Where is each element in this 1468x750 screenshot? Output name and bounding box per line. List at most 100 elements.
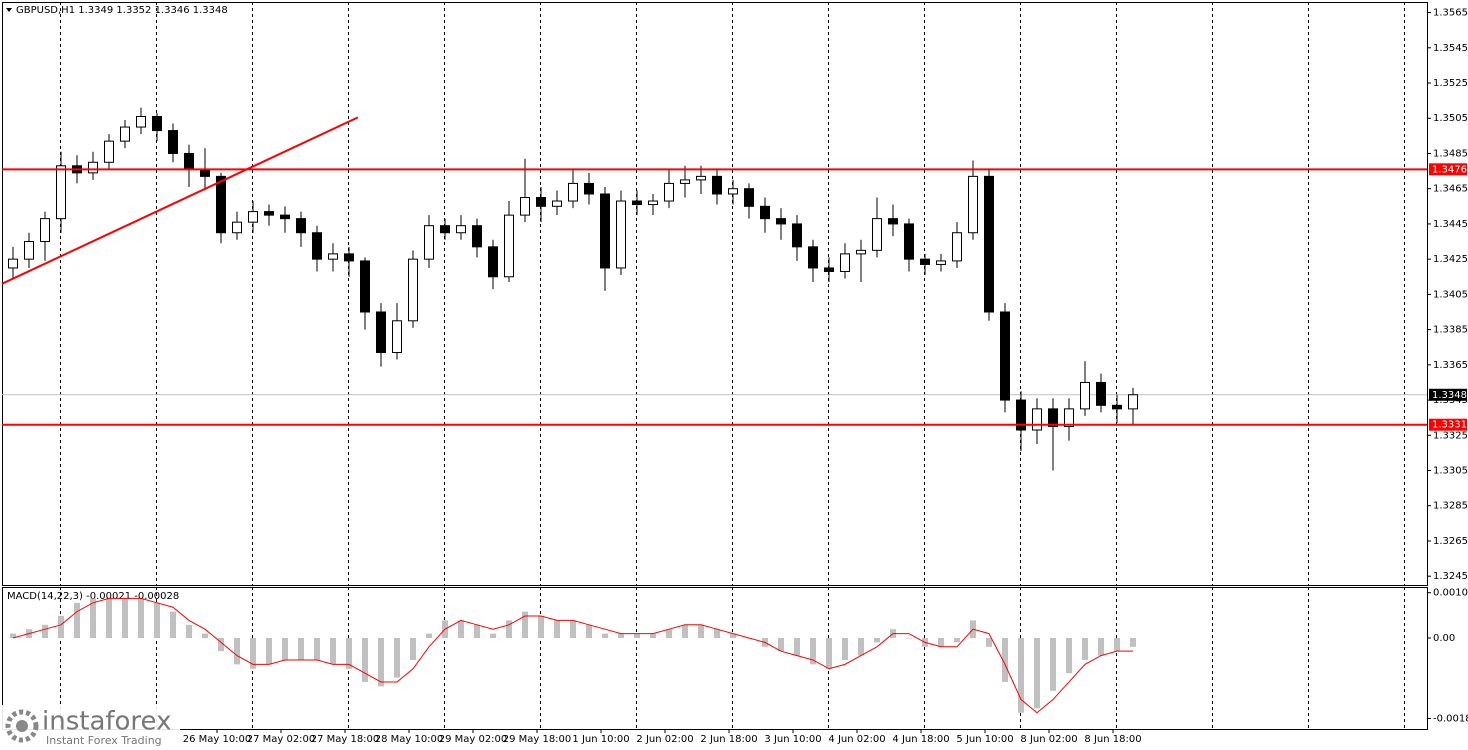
candle-body: [520, 197, 530, 216]
candle-body: [744, 188, 754, 207]
candle-body: [568, 182, 578, 202]
chart-title: GBPUSD,H1 1.3349 1.3352 1.3346 1.3348: [16, 5, 228, 16]
candle-body: [584, 182, 594, 195]
candle-body: [952, 232, 962, 262]
macd-bar: [186, 624, 192, 638]
macd-bar: [682, 624, 688, 638]
y-tick-label: 1.3485: [1433, 148, 1468, 159]
macd-bar: [874, 637, 880, 643]
candle-body: [1096, 381, 1106, 406]
candle-body: [424, 225, 434, 260]
macd-bar: [842, 637, 848, 660]
macd-bar: [218, 637, 224, 652]
candle-body: [456, 225, 466, 234]
candle-body: [936, 260, 946, 265]
y-tick-label: 1.3265: [1433, 536, 1468, 547]
x-tick-label: 3 Jun 10:00: [764, 734, 821, 745]
candle-body: [728, 188, 738, 195]
macd-bar: [410, 637, 416, 660]
y-tick-label: 1.3425: [1433, 254, 1468, 265]
grid: [60, 2, 1405, 729]
candle-body: [248, 211, 258, 223]
x-tick-label: 8 Jun 02:00: [1020, 734, 1077, 745]
candle-body: [344, 253, 354, 262]
macd-bar: [330, 637, 336, 665]
macd-bar: [298, 637, 304, 660]
macd-bar: [1130, 637, 1136, 647]
last-price-label: 1.3348: [1432, 390, 1467, 401]
macd-bar: [1002, 637, 1008, 682]
candle-body: [200, 168, 210, 177]
macd-bar: [666, 629, 672, 638]
macd-bar: [570, 620, 576, 638]
candle-body: [696, 175, 706, 181]
candle-body: [56, 165, 66, 220]
last-price-box: [1429, 388, 1467, 401]
macd-bar: [1066, 637, 1072, 674]
candle-body: [808, 246, 818, 269]
macd-bar: [138, 598, 144, 638]
candle-body: [184, 152, 194, 170]
candle-body: [136, 115, 146, 128]
y-tick-label: 0.00: [1433, 633, 1455, 644]
macd-bar: [42, 624, 48, 638]
macd-bar: [282, 637, 288, 660]
main-frame: [2, 2, 1428, 586]
candle-body: [776, 218, 786, 225]
x-tick-label: 27 May 18:00: [311, 734, 380, 745]
candle-body: [408, 258, 418, 322]
y-tick-label: 1.3565: [1433, 8, 1468, 19]
macd-bar: [1034, 637, 1040, 709]
macd-bar: [634, 633, 640, 638]
candle-body: [600, 193, 610, 269]
macd-bar: [234, 637, 240, 665]
macd-bar: [426, 633, 432, 638]
macd-bar: [58, 616, 64, 638]
macd-bar: [1050, 637, 1056, 691]
macd-bar: [10, 633, 16, 638]
indicator-frame: [2, 587, 1428, 730]
candle-body: [1080, 381, 1090, 410]
candle-body: [120, 126, 130, 142]
y-tick-label: 1.3365: [1433, 360, 1468, 371]
y-tick-label: 1.3505: [1433, 113, 1468, 124]
macd-bar: [154, 602, 160, 638]
macd-bar: [586, 624, 592, 638]
y-tick-label: 1.3305: [1433, 466, 1468, 477]
candle-body: [264, 211, 274, 216]
candle-body: [648, 200, 658, 206]
candle-body: [152, 115, 162, 132]
candle-body: [840, 253, 850, 272]
y-tick-label: 1.3465: [1433, 184, 1468, 195]
candle-body: [920, 258, 930, 265]
candle-body: [984, 175, 994, 313]
candle-body: [680, 179, 690, 184]
level-label-box: [1429, 163, 1467, 176]
x-tick-label: 8 Jun 18:00: [1084, 734, 1141, 745]
macd-bar: [490, 633, 496, 638]
candle-body: [8, 258, 18, 269]
macd-bar: [394, 637, 400, 678]
macd-bar: [730, 633, 736, 638]
macd-bar: [810, 637, 816, 665]
x-tick-label: 4 Jun 02:00: [828, 734, 885, 745]
macd-bar: [202, 633, 208, 638]
x-tick-label: 1 Jun 10:00: [572, 734, 629, 745]
macd-bar: [314, 637, 320, 660]
macd-bar: [602, 633, 608, 638]
candle-body: [232, 221, 242, 234]
candle-body: [712, 175, 722, 195]
watermark-name: instaforex: [42, 707, 171, 737]
macd-bar: [714, 629, 720, 638]
x-tick-label: 29 May 18:00: [503, 734, 572, 745]
macd-bar: [1098, 637, 1104, 656]
candle-body: [1064, 408, 1074, 427]
macd-bar: [122, 598, 128, 638]
watermark-logo: [5, 709, 39, 743]
macd-bar: [650, 633, 656, 638]
macd-bar: [1114, 637, 1120, 652]
macd-bar: [250, 637, 256, 669]
y-tick-label: 1.3405: [1433, 289, 1468, 300]
macd-bar: [554, 620, 560, 638]
